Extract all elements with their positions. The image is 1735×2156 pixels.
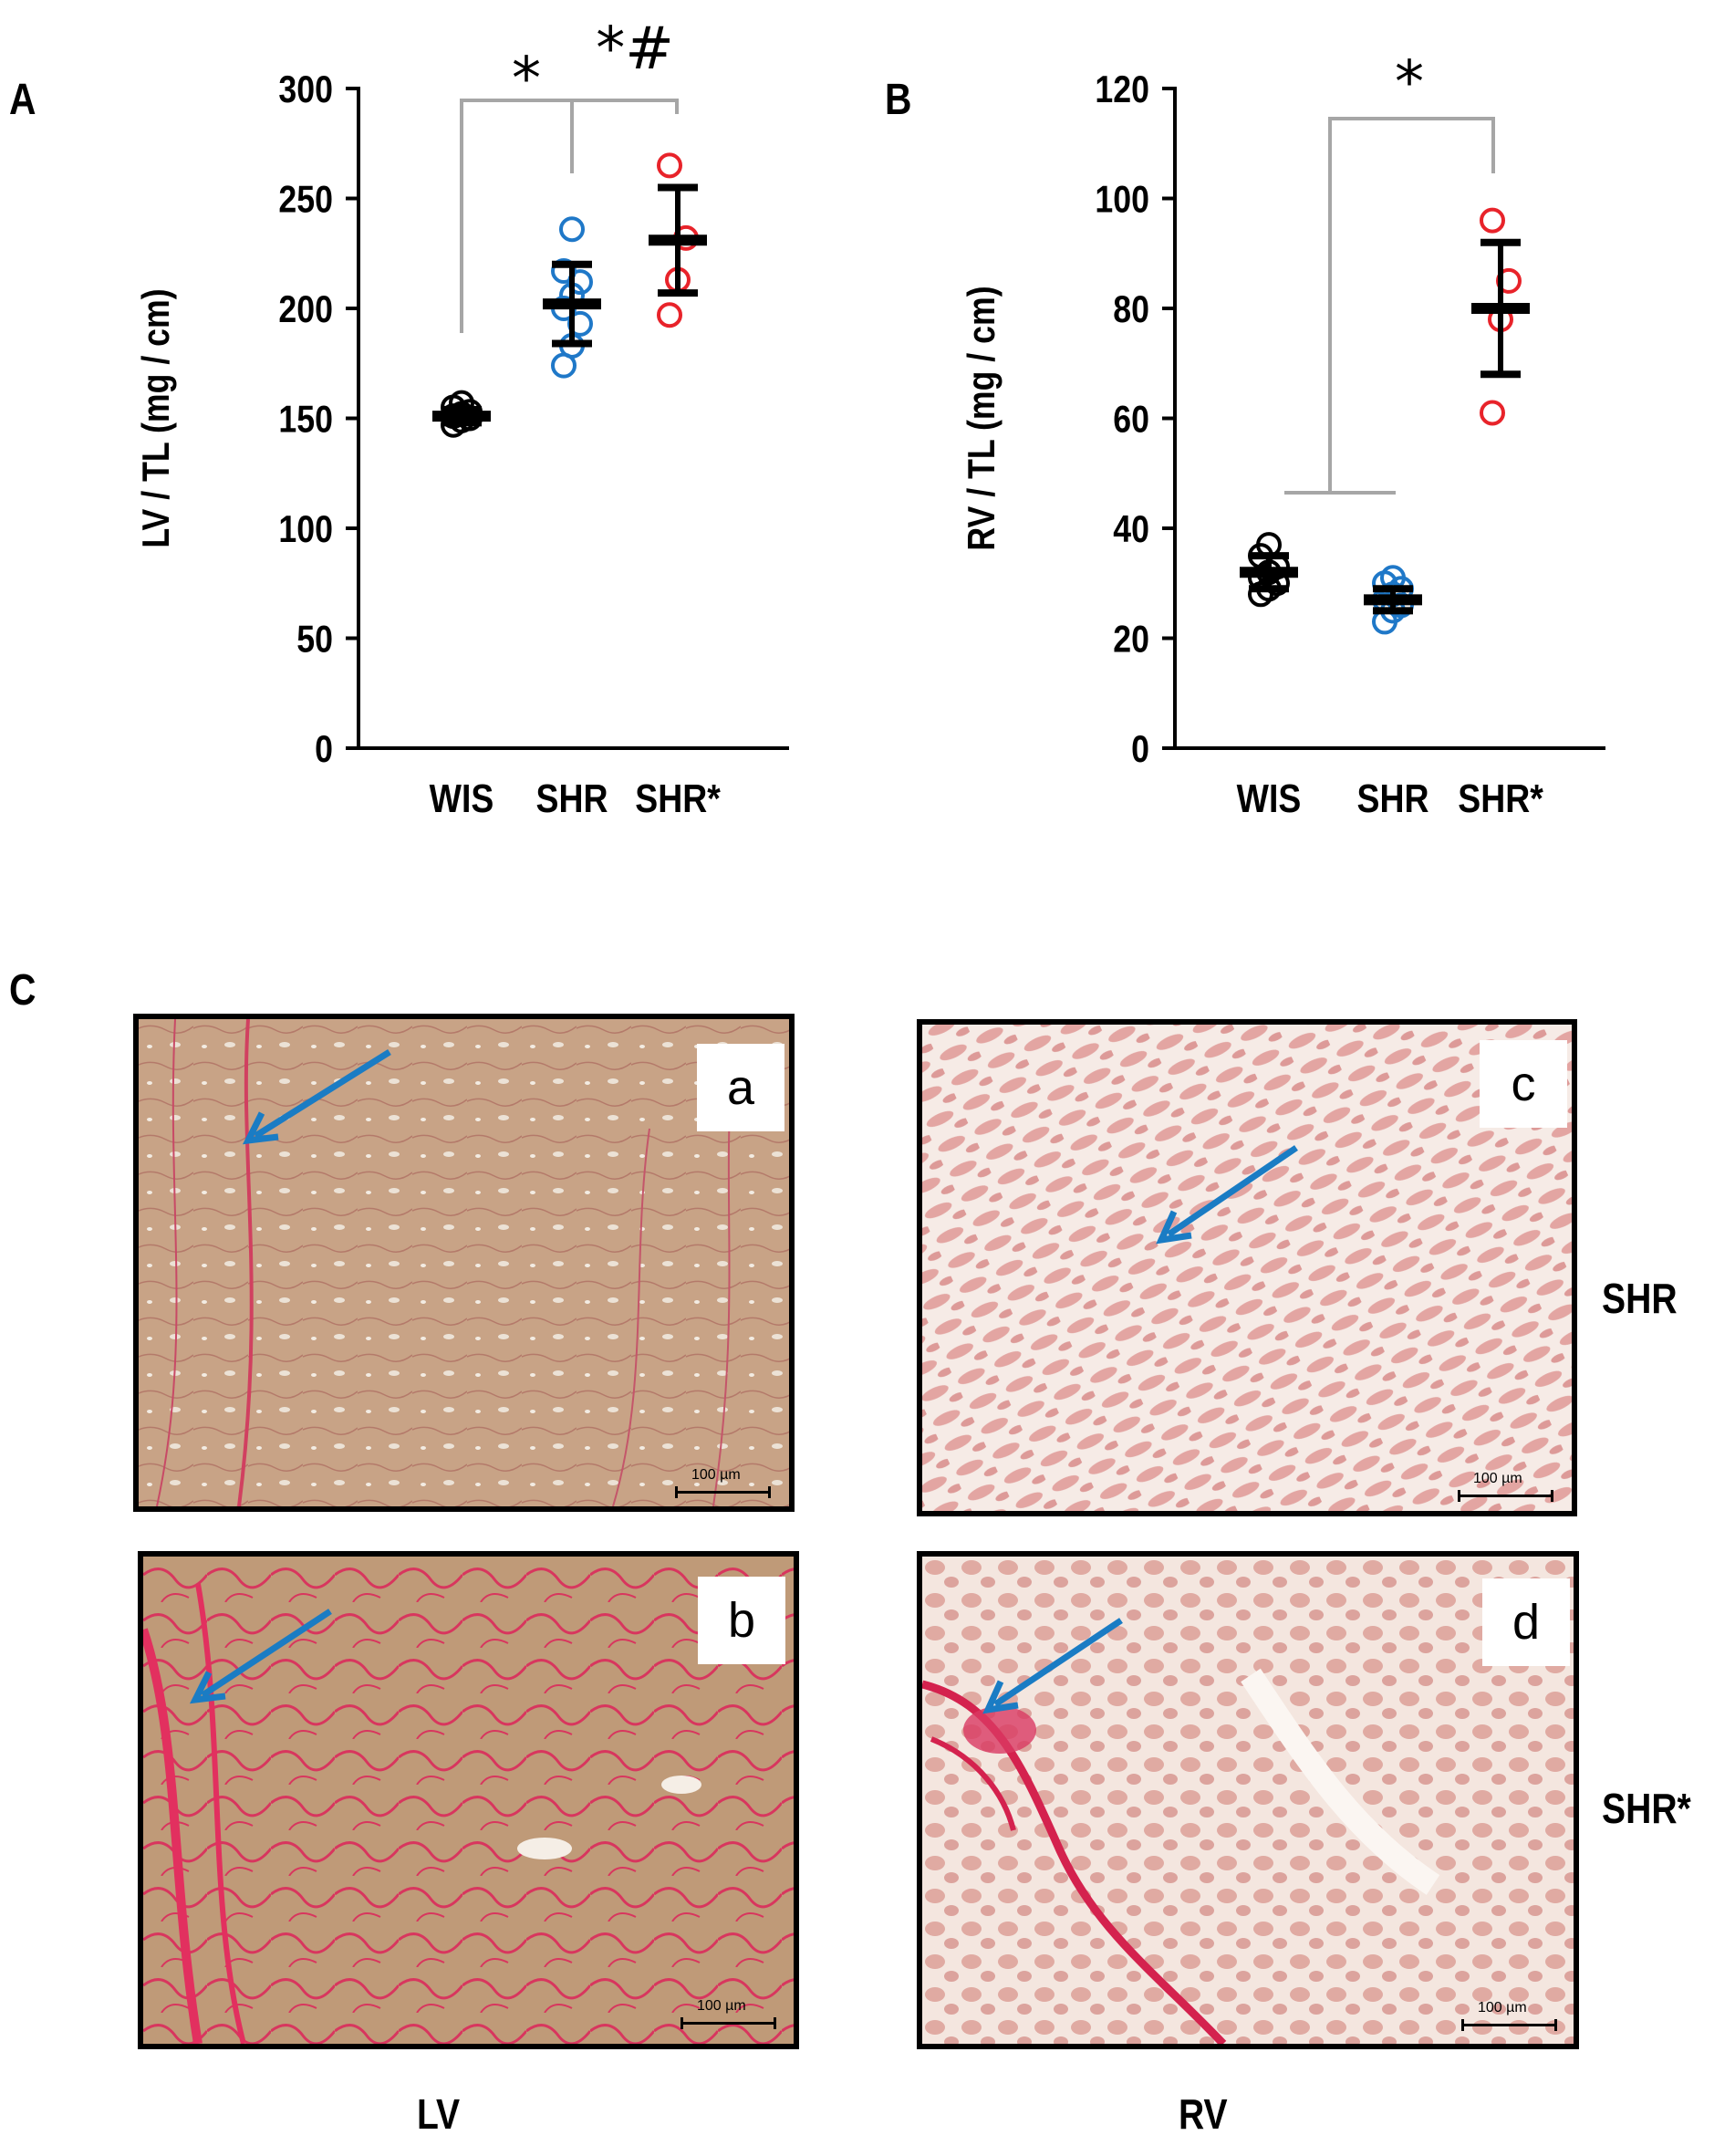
chartb-y-axis-label: RV / TL (mg / cm) xyxy=(961,286,1003,550)
charta-x-tick-label: SHR xyxy=(536,776,608,821)
micrograph-a-image xyxy=(139,1019,789,1506)
chartb-x-tick-label: SHR* xyxy=(1458,776,1543,821)
panel-letter-b: B xyxy=(885,76,912,124)
chartb-data-point xyxy=(1480,207,1505,234)
micrograph-c-scale-bar xyxy=(1458,1490,1553,1502)
charta-significance-label: * xyxy=(512,46,541,113)
charta-significance-label: *# xyxy=(596,16,674,83)
micrograph-c-rv-shr xyxy=(917,1019,1577,1516)
micrograph-a-scale-bar xyxy=(675,1486,771,1498)
charta-y-tick-label: 200 xyxy=(278,288,333,330)
arrow-icon xyxy=(982,1618,1123,1714)
micrograph-a-label: a xyxy=(697,1044,784,1131)
micrograph-b-image xyxy=(143,1557,794,2044)
arrow-icon xyxy=(1156,1145,1298,1245)
micrograph-b-scale-text: 100 µm xyxy=(697,1998,746,2014)
micrograph-b-lv-shrstar xyxy=(138,1551,799,2049)
micrograph-d-scale-bar xyxy=(1461,2019,1557,2031)
micrograph-d-image xyxy=(922,1557,1574,2044)
chartb-data-point xyxy=(1480,400,1505,426)
column-label-rv: RV xyxy=(1179,2090,1228,2138)
charta-y-tick-label: 300 xyxy=(278,68,333,110)
chartb-y-tick-label: 120 xyxy=(1095,68,1149,110)
micrograph-b-scale-bar xyxy=(680,2017,776,2029)
chartb-y-tick-label: 0 xyxy=(1131,728,1149,770)
chartb-y-tick-label: 100 xyxy=(1095,179,1149,221)
micrograph-c-scale-text: 100 µm xyxy=(1473,1471,1522,1486)
charta-significance-bracket xyxy=(460,99,679,333)
charta-data-point xyxy=(657,152,682,179)
chartb-y-tick-label: 40 xyxy=(1113,508,1149,550)
chartb-x-tick-label: WIS xyxy=(1237,776,1302,821)
micrograph-d-rv-shrstar xyxy=(917,1551,1579,2049)
row-label-shr: SHR xyxy=(1602,1275,1678,1322)
micrograph-c-image xyxy=(922,1025,1572,1511)
panel-letter-a: A xyxy=(9,76,36,124)
micrograph-c-label: c xyxy=(1480,1040,1567,1128)
chartb-significance-label: * xyxy=(1395,49,1424,117)
micrograph-a-scale-text: 100 µm xyxy=(691,1467,741,1483)
chartb-significance-bracket xyxy=(1284,117,1495,495)
arrow-icon xyxy=(189,1609,332,1704)
charta-x-tick-label: SHR* xyxy=(635,776,721,821)
micrograph-a-lv-shr xyxy=(133,1014,795,1512)
row-label-shrstar: SHR* xyxy=(1602,1785,1691,1832)
chartb-y-tick-label: 80 xyxy=(1113,288,1149,330)
charta-y-axis-label: LV / TL (mg / cm) xyxy=(135,288,177,547)
charta-y-tick-label: 150 xyxy=(278,399,333,441)
charta-y-tick-label: 100 xyxy=(278,508,333,550)
chart-a-lv-tl: 0 50 100 150 200 250 300 LV / TL (mg / cm) WIS SH… xyxy=(135,16,789,821)
panel-letter-c: C xyxy=(9,966,36,1015)
micrograph-d-label: d xyxy=(1482,1578,1570,1666)
charta-y-tick-label: 0 xyxy=(315,728,333,770)
chartb-x-tick-label: SHR xyxy=(1357,776,1429,821)
arrow-icon xyxy=(242,1049,391,1145)
charta-x-tick-label: WIS xyxy=(430,776,494,821)
chartb-y-tick-label: 60 xyxy=(1113,399,1149,441)
charta-y-tick-label: 250 xyxy=(278,179,333,221)
micrograph-d-scale-text: 100 µm xyxy=(1478,2000,1527,2015)
charta-y-tick-label: 50 xyxy=(296,619,333,661)
charta-data-point xyxy=(657,302,682,328)
chartb-y-tick-label: 20 xyxy=(1113,619,1149,661)
column-label-lv: LV xyxy=(417,2090,461,2138)
micrograph-b-label: b xyxy=(698,1577,785,1664)
charta-data-point xyxy=(559,216,585,243)
chart-b-rv-tl: 0 20 40 60 80 100 120 RV / TL (mg / cm) WIS SHR SH… xyxy=(961,49,1605,821)
